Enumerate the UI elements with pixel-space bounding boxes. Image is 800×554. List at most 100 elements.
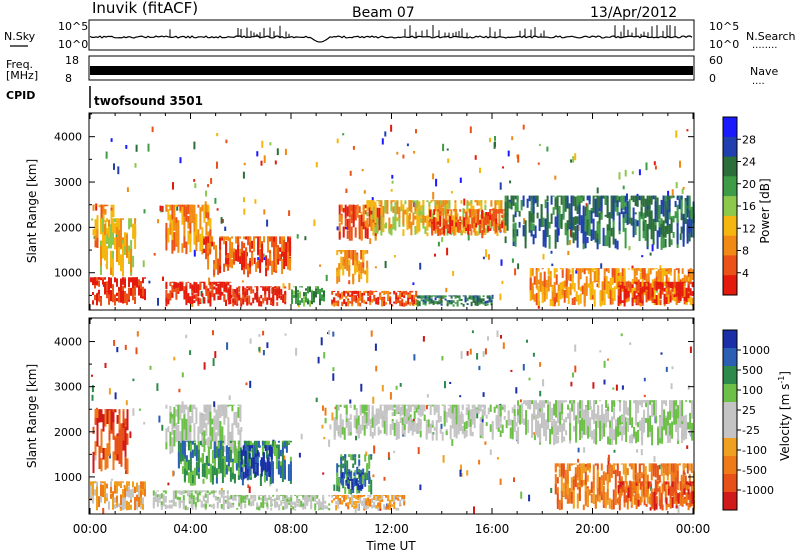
heatmap-cell: [171, 240, 174, 254]
heatmap-cell: [423, 414, 426, 421]
heatmap-cell: [563, 419, 566, 425]
heatmap-cell: [503, 416, 506, 420]
heatmap-cell: [276, 505, 279, 508]
heatmap-cell: [531, 268, 534, 276]
heatmap-cell: [659, 416, 662, 426]
heatmap-cell: [399, 300, 402, 307]
heatmap-cell: [193, 294, 196, 299]
heatmap-cell: [134, 296, 136, 304]
heatmap-cell: [344, 454, 347, 466]
heatmap-cell: [112, 293, 114, 303]
heatmap-cell: [594, 501, 597, 509]
heatmap-noise-cell: [352, 146, 355, 150]
heatmap-noise-cell: [390, 124, 393, 132]
heatmap-cell: [402, 229, 405, 236]
heatmap-cell: [338, 204, 341, 215]
heatmap-cell: [369, 424, 372, 437]
heatmap-cell: [206, 490, 209, 494]
heatmap-cell: [621, 300, 624, 303]
heatmap-cell: [283, 440, 286, 442]
heatmap-cell: [633, 427, 636, 437]
heatmap-cell: [354, 205, 357, 221]
heatmap-noise-cell: [151, 126, 154, 133]
heatmap-noise-cell: [459, 395, 462, 398]
heatmap-cell: [558, 463, 561, 469]
heatmap-cell: [304, 502, 307, 510]
heatmap-cell: [592, 218, 595, 240]
heatmap-cell: [126, 458, 129, 475]
heatmap-cell: [527, 400, 530, 409]
heatmap-cell: [372, 200, 375, 207]
heatmap-cell: [345, 479, 348, 484]
heatmap-cell: [357, 500, 360, 504]
heatmap-cell: [223, 446, 226, 452]
heatmap-cell: [266, 497, 269, 503]
heatmap-cell: [372, 222, 375, 236]
heatmap-cell: [104, 235, 106, 261]
heatmap-cell: [524, 229, 527, 249]
heatmap-cell: [449, 222, 452, 235]
heatmap-cell: [122, 409, 125, 423]
heatmap-cell: [356, 204, 359, 218]
heatmap-cell: [124, 232, 126, 246]
heatmap-cell: [412, 212, 415, 226]
heatmap-cell: [655, 281, 658, 286]
heatmap-cell: [434, 300, 437, 304]
heatmap-cell: [632, 207, 635, 215]
heatmap-cell: [539, 411, 542, 418]
heatmap-noise-cell: [263, 257, 266, 261]
heatmap-cell: [94, 204, 97, 206]
heatmap-noise-cell: [539, 362, 542, 367]
heatmap-cell: [659, 268, 662, 271]
heatmap-cell: [548, 235, 551, 249]
heatmap-cell: [683, 435, 686, 441]
heatmap-cell: [110, 481, 112, 487]
heatmap-cell: [430, 200, 433, 203]
heatmap-cell: [610, 227, 613, 237]
heatmap-cell: [556, 477, 559, 484]
heatmap-cell: [641, 286, 644, 294]
heatmap-cell: [624, 227, 627, 249]
heatmap-cell: [140, 497, 142, 506]
heatmap-cell: [175, 422, 178, 442]
heatmap-cell: [394, 219, 397, 231]
heatmap-cell: [287, 440, 290, 443]
heatmap-cell: [497, 209, 500, 214]
heatmap-cell: [489, 214, 492, 220]
heatmap-cell: [545, 282, 548, 288]
heatmap-cell: [347, 505, 350, 510]
heatmap-noise-cell: [125, 145, 128, 149]
heatmap-cell: [158, 494, 161, 500]
heatmap-cell: [338, 231, 341, 240]
heatmap-cell: [411, 299, 414, 304]
heatmap-cell: [156, 490, 159, 492]
heatmap-cell: [346, 254, 349, 271]
heatmap-cell: [687, 422, 690, 430]
heatmap-noise-cell: [256, 151, 259, 157]
heatmap-cell: [213, 269, 216, 276]
heatmap-cell: [355, 290, 358, 293]
heatmap-cell: [301, 286, 303, 288]
heatmap-noise-cell: [365, 451, 368, 456]
heatmap-cell: [639, 272, 642, 280]
heatmap-cell: [318, 502, 321, 509]
heatmap-cell: [377, 497, 380, 499]
heatmap-noise-cell: [528, 377, 531, 381]
heatmap-cell: [545, 422, 548, 441]
heatmap-cell: [458, 295, 461, 297]
heatmap-cell: [211, 465, 214, 480]
heatmap-cell: [504, 195, 507, 201]
heatmap-cell: [326, 505, 329, 510]
heatmap-noise-cell: [214, 197, 217, 204]
heatmap-cell: [677, 295, 680, 303]
heatmap-noise-cell: [123, 485, 126, 488]
heatmap-noise-cell: [574, 344, 577, 352]
heatmap-cell: [510, 195, 513, 203]
heatmap-cell: [587, 268, 590, 275]
heatmap-cell: [652, 218, 655, 225]
heatmap-cell: [335, 504, 338, 511]
heatmap-cell: [289, 236, 292, 240]
heatmap-noise-cell: [496, 330, 499, 337]
heatmap-cell: [341, 478, 344, 486]
